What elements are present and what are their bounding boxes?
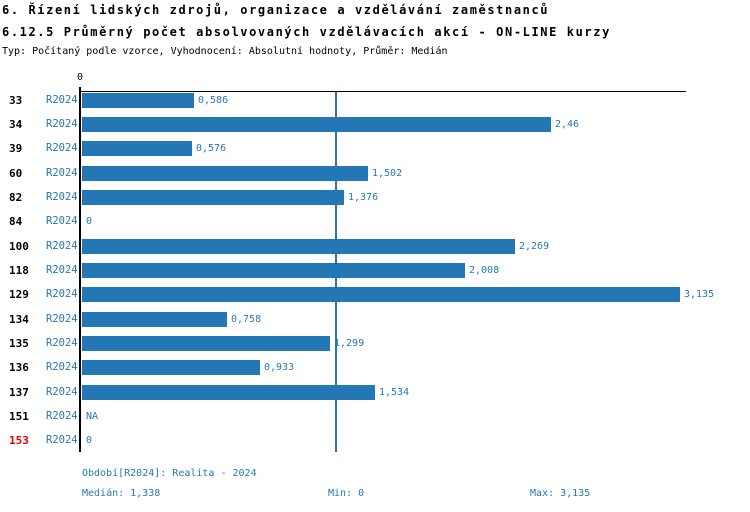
row-value-label: 0 <box>86 435 93 446</box>
chart-row-153: 153 R2024 0 <box>0 433 750 448</box>
row-id-label: 153 <box>9 434 29 447</box>
chart-title-line1: 6. Řízení lidských zdrojů, organizace a … <box>2 3 550 17</box>
row-period-label: R2024 <box>46 386 78 398</box>
row-period-label: R2024 <box>46 191 78 203</box>
row-value-label: 0 <box>86 216 93 227</box>
chart-row-39: 39 R2024 0,576 <box>0 141 750 156</box>
chart-row-60: 60 R2024 1,502 <box>0 166 750 181</box>
chart-row-82: 82 R2024 1,376 <box>0 190 750 205</box>
row-id-label: 33 <box>9 94 23 107</box>
chart-row-118: 118 R2024 2,008 <box>0 263 750 278</box>
row-value-label: 1,502 <box>372 168 403 179</box>
row-value-label: 1,534 <box>379 387 410 398</box>
row-value-label: 0,933 <box>264 362 295 373</box>
row-period-label: R2024 <box>46 288 78 300</box>
value-bar <box>82 312 227 327</box>
row-id-label: 118 <box>9 264 29 277</box>
row-id-label: 100 <box>9 240 29 253</box>
value-bar <box>82 336 330 351</box>
row-period-label: R2024 <box>46 215 78 227</box>
row-id-label: 34 <box>9 118 23 131</box>
row-period-label: R2024 <box>46 337 78 349</box>
row-period-label: R2024 <box>46 94 78 106</box>
row-value-label: 1,299 <box>334 338 365 349</box>
value-bar <box>82 385 375 400</box>
row-id-label: 84 <box>9 215 23 228</box>
row-id-label: 39 <box>9 142 23 155</box>
footer-max-label: Max: 3,135 <box>530 488 591 499</box>
row-value-label: 2,46 <box>555 119 580 130</box>
row-value-label: NA <box>86 411 99 422</box>
row-period-label: R2024 <box>46 142 78 154</box>
row-id-label: 151 <box>9 410 29 423</box>
x-axis-zero-tick-label: 0 <box>76 72 84 83</box>
x-axis-line <box>79 91 686 92</box>
chart-row-137: 137 R2024 1,534 <box>0 385 750 400</box>
row-value-label: 0,586 <box>198 95 229 106</box>
chart-row-33: 33 R2024 0,586 <box>0 93 750 108</box>
value-bar <box>82 263 465 278</box>
chart-row-100: 100 R2024 2,269 <box>0 239 750 254</box>
row-id-label: 135 <box>9 337 29 350</box>
value-bar <box>82 166 368 181</box>
row-period-label: R2024 <box>46 118 78 130</box>
chart-row-34: 34 R2024 2,46 <box>0 117 750 132</box>
row-id-label: 82 <box>9 191 23 204</box>
chart-title-line2: 6.12.5 Průměrný počet absolvovaných vzdě… <box>2 25 611 39</box>
chart-row-129: 129 R2024 3,135 <box>0 287 750 302</box>
chart-row-84: 84 R2024 0 <box>0 214 750 229</box>
value-bar <box>82 239 515 254</box>
row-value-label: 3,135 <box>684 289 715 300</box>
row-id-label: 134 <box>9 313 29 326</box>
row-period-label: R2024 <box>46 361 78 373</box>
footer-min-label: Min: 0 <box>328 488 365 499</box>
chart-row-135: 135 R2024 1,299 <box>0 336 750 351</box>
row-id-label: 137 <box>9 386 29 399</box>
value-bar <box>82 190 344 205</box>
row-period-label: R2024 <box>46 410 78 422</box>
row-period-label: R2024 <box>46 434 78 446</box>
row-period-label: R2024 <box>46 313 78 325</box>
row-value-label: 2,008 <box>469 265 500 276</box>
row-period-label: R2024 <box>46 167 78 179</box>
value-bar <box>82 360 260 375</box>
value-bar <box>82 117 551 132</box>
chart-row-136: 136 R2024 0,933 <box>0 360 750 375</box>
footer-median-label: Medián: 1,338 <box>82 488 161 499</box>
row-value-label: 0,576 <box>196 143 227 154</box>
row-value-label: 1,376 <box>348 192 379 203</box>
chart-row-134: 134 R2024 0,758 <box>0 312 750 327</box>
row-value-label: 0,758 <box>231 314 262 325</box>
chart-row-151: 151 R2024 NA <box>0 409 750 424</box>
row-period-label: R2024 <box>46 240 78 252</box>
row-id-label: 136 <box>9 361 29 374</box>
footer-period-label: Období[R2024]: Realita - 2024 <box>82 468 257 479</box>
chart-meta-line: Typ: Počítaný podle vzorce, Vyhodnocení:… <box>2 46 448 57</box>
value-bar <box>82 287 680 302</box>
row-period-label: R2024 <box>46 264 78 276</box>
value-bar <box>82 141 192 156</box>
row-value-label: 2,269 <box>519 241 550 252</box>
row-id-label: 129 <box>9 288 29 301</box>
row-id-label: 60 <box>9 167 23 180</box>
y-axis-line <box>79 87 81 452</box>
value-bar <box>82 93 194 108</box>
